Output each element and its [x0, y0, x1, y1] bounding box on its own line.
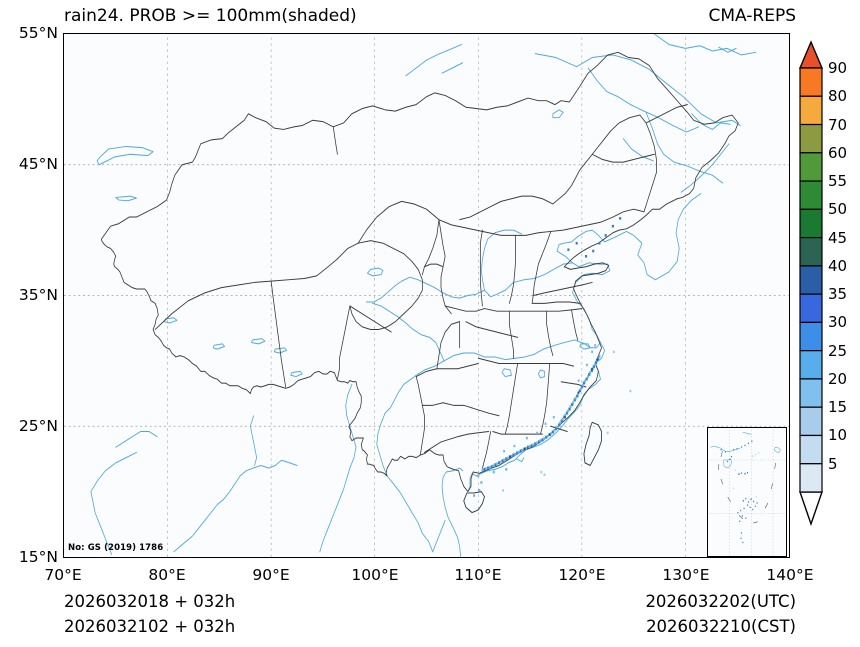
- colorbar-tick-label: 10: [828, 426, 848, 445]
- map-gridlines: [64, 34, 789, 557]
- y-tick-label: 25°N: [18, 417, 58, 435]
- colorbar-under-arrow: [799, 491, 823, 527]
- model-label: CMA-REPS: [708, 6, 796, 26]
- south-china-sea-inset[interactable]: [707, 427, 787, 557]
- colorbar-band: [799, 152, 823, 182]
- colorbar-svg: [798, 40, 824, 527]
- colorbar-band: [799, 123, 823, 154]
- colorbar-tick-label: 55: [828, 172, 848, 191]
- map-credit: No: GS (2019) 1786: [68, 543, 164, 553]
- footer-init-time-cst: 2026032102 + 032h: [64, 617, 236, 636]
- chart-title: rain24. PROB >= 100mm(shaded): [64, 6, 357, 26]
- colorbar-band: [799, 180, 823, 210]
- colorbar-tick-label: 50: [828, 200, 848, 219]
- x-tick-label: 100°E: [351, 566, 399, 584]
- colorbar-band: [799, 321, 823, 352]
- colorbar-band: [799, 293, 823, 323]
- y-tick-label: 35°N: [18, 286, 58, 304]
- colorbar-tick-label: 70: [828, 115, 848, 134]
- colorbar-band: [799, 350, 823, 380]
- colorbar-tick-label: 5: [828, 454, 838, 473]
- colorbar-tick-label: 45: [828, 228, 848, 247]
- map-boundaries: [100, 51, 739, 514]
- colorbar-over-arrow: [798, 40, 824, 69]
- colorbar-bands: [799, 67, 823, 493]
- colorbar-band: [799, 67, 823, 97]
- footer-init-time-utc: 2026032018 + 032h: [64, 592, 236, 611]
- colorbar-band: [799, 378, 823, 408]
- colorbar-band: [799, 237, 823, 267]
- colorbar-tick-label: 80: [828, 87, 848, 106]
- y-tick-label: 15°N: [18, 548, 58, 566]
- x-tick-label: 140°E: [766, 566, 814, 584]
- probability-shading: [473, 217, 632, 497]
- colorbar-band: [799, 208, 823, 239]
- map-svg: [64, 34, 789, 557]
- colorbar-tick-label: 20: [828, 369, 848, 388]
- x-tick-label: 70°E: [44, 566, 82, 584]
- colorbar-band: [799, 463, 823, 493]
- colorbar-tick-label: 35: [828, 285, 848, 304]
- colorbar-tick-label: 30: [828, 313, 848, 332]
- colorbar-band: [799, 406, 823, 437]
- colorbar-band: [799, 265, 823, 295]
- y-tick-label: 55°N: [18, 24, 58, 42]
- colorbar-tick-label: 60: [828, 143, 848, 162]
- colorbar-band: [799, 434, 823, 465]
- x-tick-label: 90°E: [252, 566, 290, 584]
- footer-valid-time-utc: 2026032202(UTC): [645, 592, 796, 611]
- x-tick-label: 110°E: [454, 566, 502, 584]
- x-tick-label: 130°E: [662, 566, 710, 584]
- x-tick-label: 120°E: [558, 566, 606, 584]
- inset-svg: [708, 428, 786, 556]
- colorbar-tick-label: 25: [828, 341, 848, 360]
- colorbar-tick-label: 90: [828, 59, 848, 77]
- colorbar-band: [799, 95, 823, 126]
- y-axis: 55°N 45°N 35°N 25°N 15°N: [0, 0, 63, 647]
- colorbar-tick-label: 15: [828, 398, 848, 417]
- x-tick-label: 80°E: [148, 566, 186, 584]
- y-tick-label: 45°N: [18, 155, 58, 173]
- map-plot-area[interactable]: No: GS (2019) 1786: [63, 33, 790, 558]
- colorbar-tick-label: 40: [828, 256, 848, 275]
- footer-valid-time-cst: 2026032210(CST): [646, 617, 796, 636]
- colorbar[interactable]: 90 80 70 60 55 50 45 40 35 30 25 20 15 10 5: [796, 40, 860, 530]
